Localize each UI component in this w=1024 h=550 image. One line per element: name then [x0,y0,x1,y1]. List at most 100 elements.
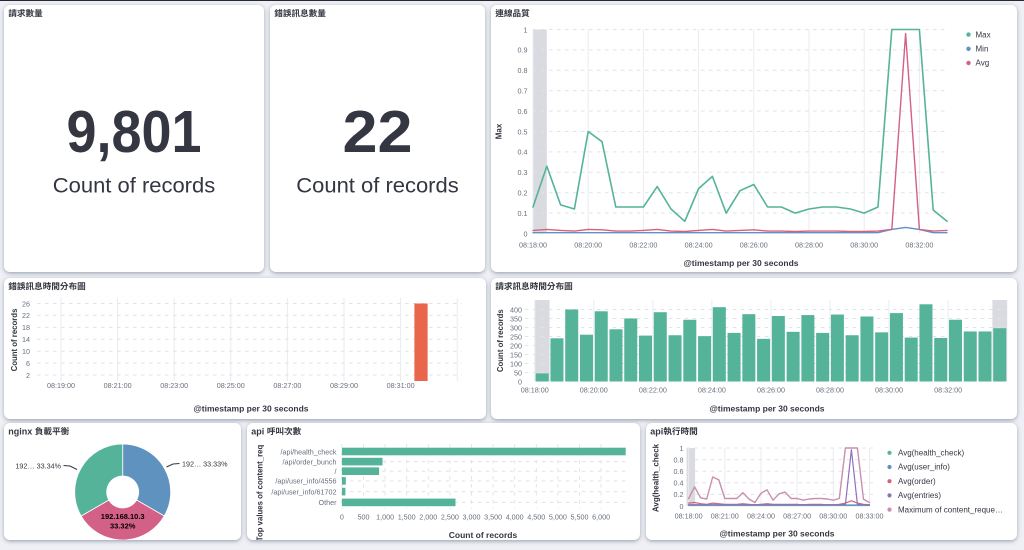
svg-text:2,500: 2,500 [441,513,459,522]
svg-text:/: / [335,467,337,476]
svg-text:Avg: Avg [976,59,990,68]
svg-text:08:32:00: 08:32:00 [905,241,933,250]
svg-text:08:24:00: 08:24:00 [698,386,726,395]
svg-text:26: 26 [22,299,30,308]
svg-text:Top values of content_req: Top values of content_req [255,445,264,540]
svg-text:192.168.10.3: 192.168.10.3 [101,512,145,521]
svg-text:0.6: 0.6 [518,107,528,116]
svg-text:08:28:00: 08:28:00 [795,241,823,250]
svg-text:4,500: 4,500 [527,513,545,522]
svg-text:1: 1 [524,25,528,34]
svg-text:192… 33.34%: 192… 33.34% [15,462,61,471]
svg-text:api: api [650,426,663,436]
svg-text:400: 400 [510,305,522,314]
svg-text:08:22:00: 08:22:00 [629,241,657,250]
svg-text:9,801: 9,801 [67,99,202,165]
svg-text:08:24:00: 08:24:00 [747,512,775,521]
svg-text:Maximum of content_reque…: Maximum of content_reque… [898,505,1003,514]
svg-text:22: 22 [343,99,413,165]
svg-text:1,000: 1,000 [376,513,394,522]
svg-text:08:23:00: 08:23:00 [160,381,188,390]
svg-text:/api/order_bunch: /api/order_bunch [283,457,337,466]
svg-text:Avg(health_check: Avg(health_check [651,443,660,512]
svg-text:33.32%: 33.32% [110,522,136,531]
svg-text:Max: Max [976,30,991,39]
svg-text:Avg(entries): Avg(entries) [898,491,941,500]
svg-text:08:32:00: 08:32:00 [934,386,962,395]
svg-text:08:28:00: 08:28:00 [816,386,844,395]
svg-text:Count of records: Count of records [449,530,518,540]
svg-text:2: 2 [26,371,30,380]
svg-text:@timestamp per 30 seconds: @timestamp per 30 seconds [719,529,834,539]
svg-text:08:21:00: 08:21:00 [711,512,739,521]
svg-text:0: 0 [524,229,528,238]
svg-text:4,000: 4,000 [506,513,524,522]
svg-text:100: 100 [510,359,522,368]
svg-text:08:30:00: 08:30:00 [819,512,847,521]
svg-text:08:33:00: 08:33:00 [856,512,884,521]
svg-text:08:30:00: 08:30:00 [850,241,878,250]
svg-text:500: 500 [358,513,370,522]
svg-text:3,500: 3,500 [484,513,502,522]
svg-text:50: 50 [514,368,522,377]
svg-text:08:22:00: 08:22:00 [639,386,667,395]
svg-text:0.7: 0.7 [518,87,528,96]
svg-text:/api/health_check: /api/health_check [281,447,337,456]
svg-text:0.8: 0.8 [518,66,528,75]
svg-text:08:20:00: 08:20:00 [574,241,602,250]
svg-text:08:31:00: 08:31:00 [387,381,415,390]
svg-text:08:18:00: 08:18:00 [521,386,549,395]
svg-text:/api/user_info/4556: /api/user_info/4556 [275,477,336,486]
svg-text:08:29:00: 08:29:00 [330,381,358,390]
svg-text:5,500: 5,500 [571,513,589,522]
svg-text:08:30:00: 08:30:00 [875,386,903,395]
svg-text:08:27:00: 08:27:00 [273,381,301,390]
svg-text:250: 250 [510,332,522,341]
svg-text:0.2: 0.2 [518,189,528,198]
svg-text:Avg(health_check): Avg(health_check) [898,449,964,458]
svg-text:08:20:00: 08:20:00 [580,386,608,395]
svg-text:Avg(user_info): Avg(user_info) [898,463,950,472]
svg-text:1: 1 [680,444,684,453]
svg-text:14: 14 [22,335,30,344]
svg-text:0.8: 0.8 [674,455,684,464]
svg-text:0.9: 0.9 [518,46,528,55]
svg-text:300: 300 [510,323,522,332]
svg-text:Count of records: Count of records [296,174,458,197]
svg-text:08:27:00: 08:27:00 [783,512,811,521]
svg-text:0: 0 [340,513,344,522]
svg-text:5,000: 5,000 [549,513,567,522]
svg-text:0.1: 0.1 [518,209,528,218]
svg-text:3,000: 3,000 [463,513,481,522]
svg-text:6: 6 [26,359,30,368]
svg-text:1,500: 1,500 [398,513,416,522]
svg-text:Count of records: Count of records [10,308,19,371]
svg-text:Other: Other [319,498,338,507]
svg-text:Avg(order): Avg(order) [898,477,936,486]
svg-text:192… 33.33%: 192… 33.33% [182,460,228,469]
svg-text:Count of records: Count of records [496,309,505,372]
svg-text:Count of records: Count of records [53,174,215,197]
svg-text:0.2: 0.2 [674,490,684,499]
svg-text:08:18:00: 08:18:00 [675,512,703,521]
svg-text:0: 0 [518,377,522,386]
svg-text:api: api [251,426,264,436]
svg-text:@timestamp per 30 seconds: @timestamp per 30 seconds [683,258,798,268]
svg-text:08:19:00: 08:19:00 [47,381,75,390]
svg-text:@timestamp per 30 seconds: @timestamp per 30 seconds [709,404,824,414]
svg-text:08:18:00: 08:18:00 [519,241,547,250]
svg-text:08:25:00: 08:25:00 [217,381,245,390]
svg-text:08:24:00: 08:24:00 [685,241,713,250]
svg-text:0.4: 0.4 [674,479,684,488]
svg-text:0.6: 0.6 [674,467,684,476]
svg-text:200: 200 [510,341,522,350]
svg-text:0.5: 0.5 [518,127,528,136]
svg-text:18: 18 [22,323,30,332]
svg-text:0.4: 0.4 [518,148,528,157]
svg-text:08:26:00: 08:26:00 [740,241,768,250]
svg-text:0.3: 0.3 [518,168,528,177]
svg-text:22: 22 [22,311,30,320]
svg-text:/api/user_info/61702: /api/user_info/61702 [271,487,336,496]
svg-text:350: 350 [510,314,522,323]
svg-text:2,000: 2,000 [419,513,437,522]
